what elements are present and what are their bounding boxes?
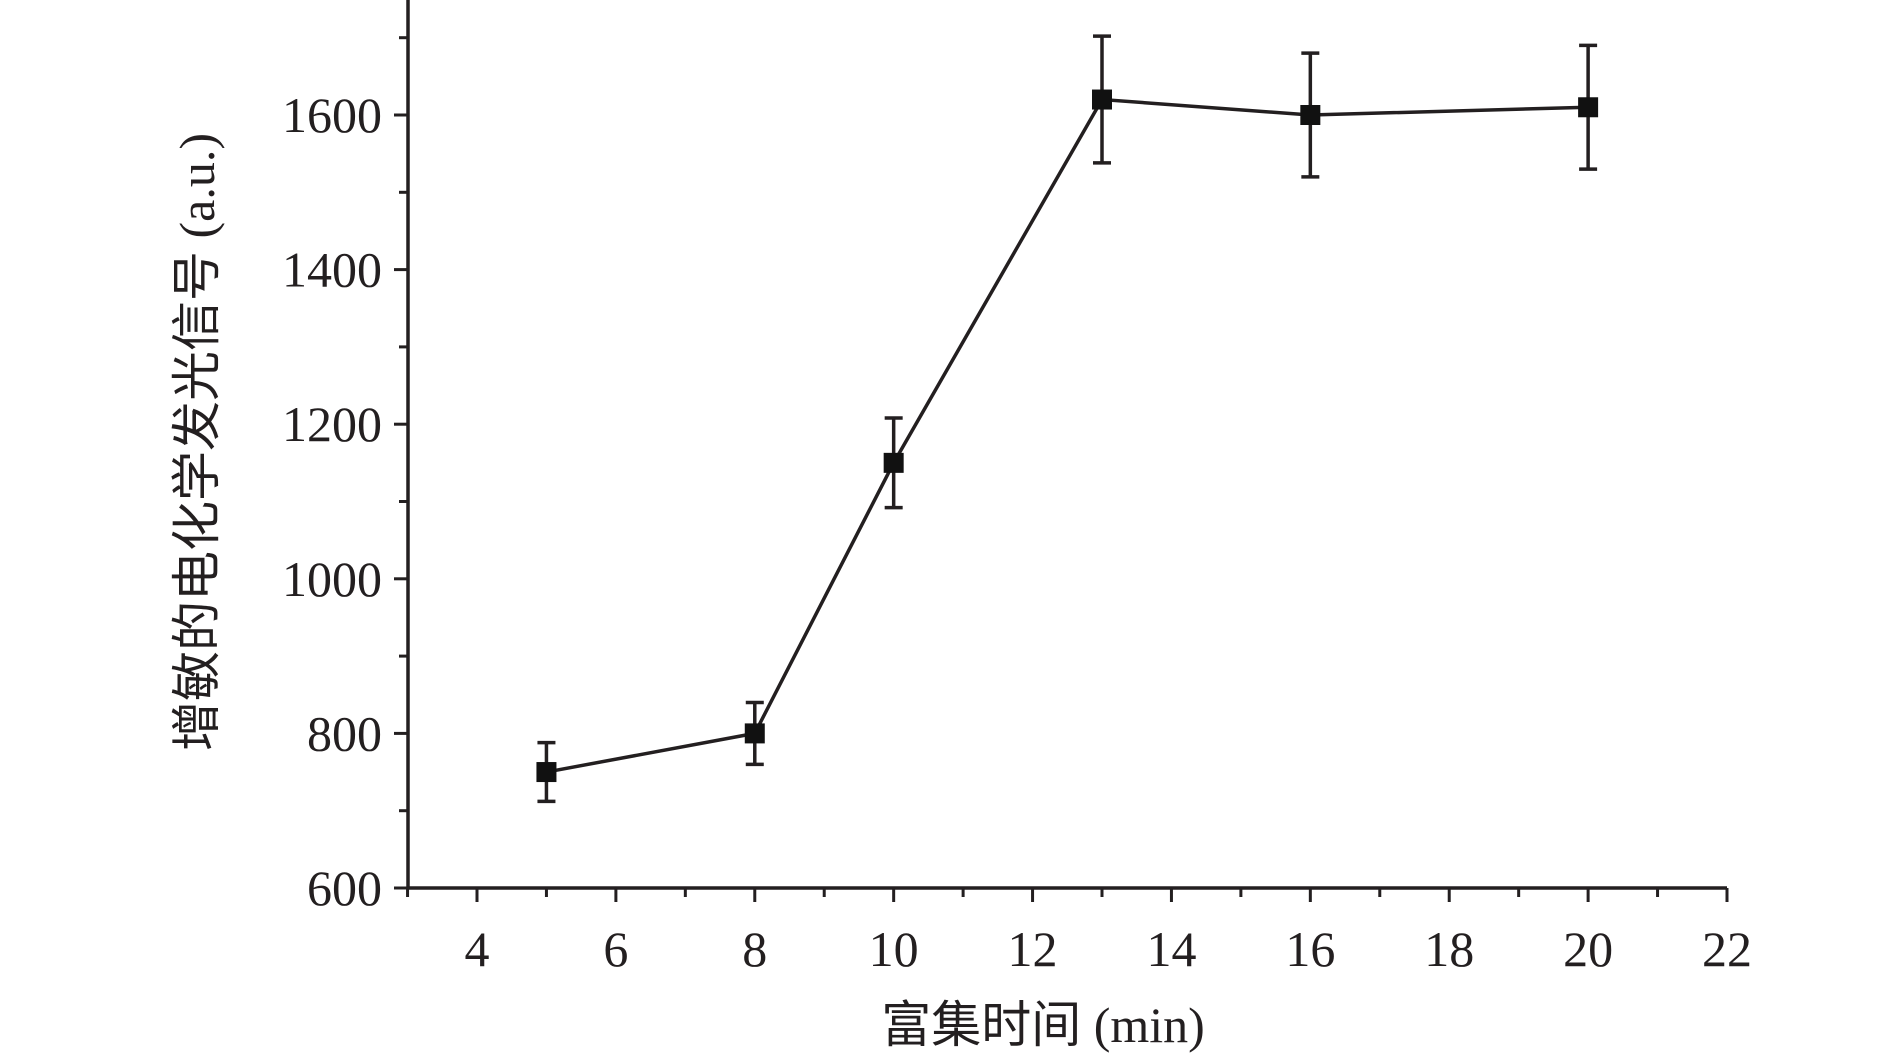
data-point [1092, 89, 1112, 110]
x-tick-label: 14 [1146, 921, 1196, 977]
x-tick-label: 18 [1424, 921, 1474, 977]
y-tick-label: 1000 [282, 551, 382, 607]
y-tick-label: 1400 [282, 242, 382, 298]
x-tick-label: 8 [742, 921, 767, 977]
data-point [536, 762, 557, 783]
x-tick-label: 12 [1008, 921, 1058, 977]
data-point [1300, 105, 1321, 125]
y-tick-label: 1200 [282, 396, 382, 452]
x-tick-label: 10 [869, 921, 919, 977]
data-point [744, 723, 765, 744]
y-tick-label: 800 [307, 705, 382, 761]
series-line [546, 97, 1589, 774]
x-tick-label: 22 [1702, 921, 1752, 977]
data-point [1578, 97, 1599, 118]
axes: 4 6 8 10 12 14 16 18 20 22 600 800 1000 1200 1400 1600 [282, 0, 1752, 977]
y-axis-title: 增敏的电化学发光信号 (a.u.) [169, 133, 225, 751]
x-tick-label: 16 [1285, 921, 1335, 977]
y-tick-label: 600 [307, 860, 382, 916]
x-axis-title: 富集时间 (min) [881, 997, 1205, 1053]
x-tick-label: 6 [603, 921, 628, 977]
x-tick-label: 20 [1563, 921, 1613, 977]
data-layer [536, 34, 1599, 804]
data-point [883, 452, 904, 473]
y-tick-label: 1600 [282, 87, 382, 143]
x-tick-label: 4 [465, 921, 490, 977]
